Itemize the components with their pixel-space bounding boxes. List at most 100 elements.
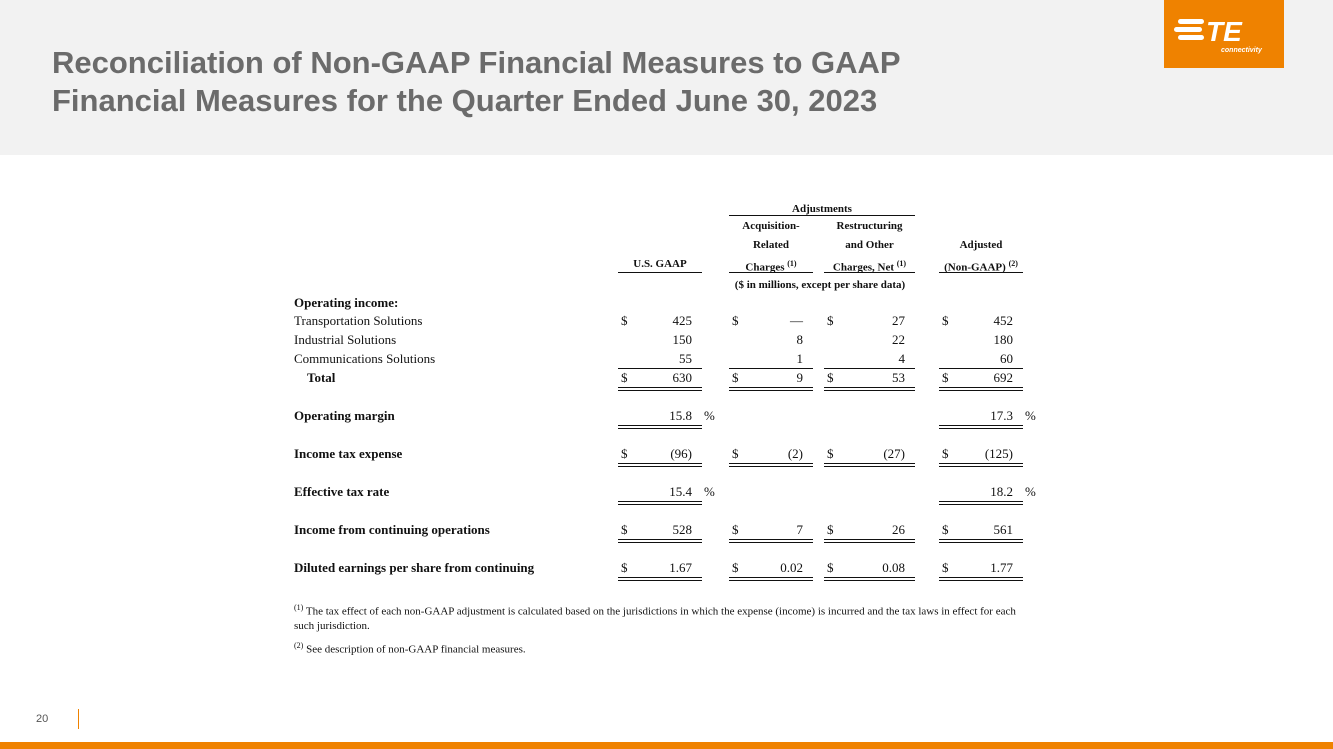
dollar-sign: $ <box>621 522 628 537</box>
column-header-underline <box>729 272 813 273</box>
dollar-sign: $ <box>942 522 949 537</box>
bottom-accent-bar <box>0 742 1333 749</box>
adjustments-underline <box>729 215 915 216</box>
column-header-text: Related <box>752 239 790 251</box>
title-line-2: Financial Measures for the Quarter Ended… <box>52 83 878 118</box>
cell-underline <box>939 463 1023 467</box>
column-header-underline <box>824 272 915 273</box>
dollar-sign: $ <box>732 522 739 537</box>
column-header: Restructuring <box>824 219 915 233</box>
slide-title: Reconciliation of Non-GAAP Financial Mea… <box>52 44 901 120</box>
cell-underline <box>824 539 915 543</box>
cell-underline <box>939 387 1023 391</box>
column-header-text: Charges, Net <box>832 261 895 274</box>
cell-value: 150 <box>672 332 693 347</box>
cell-value: 0.02 <box>780 560 803 575</box>
footnote-ref: (2) <box>1008 259 1018 268</box>
cell-value: 0.08 <box>882 560 905 575</box>
adjustments-header: Adjustments <box>792 203 852 215</box>
footnote-text: See description of non-GAAP financial me… <box>303 643 526 656</box>
column-header: Related <box>729 238 813 252</box>
footnote-ref: (1) <box>896 259 907 268</box>
footnote-1: (1) The tax effect of each non-GAAP adju… <box>294 601 1034 633</box>
percent-sign: % <box>1025 484 1036 499</box>
cell-value: 528 <box>672 522 693 537</box>
dollar-sign: $ <box>621 313 628 328</box>
cell-value: 55 <box>679 351 692 366</box>
cell-underline <box>939 425 1023 429</box>
row-label: Diluted earnings per share from continui… <box>294 560 535 575</box>
column-header-text: Restructuring <box>836 220 903 232</box>
cell-value: 4 <box>898 351 906 366</box>
cell-underline <box>939 501 1023 505</box>
footnote-text: The tax effect of each non-GAAP adjustme… <box>294 605 1016 632</box>
cell-underline <box>618 387 702 391</box>
cell-underline <box>618 577 702 581</box>
dollar-sign: $ <box>827 446 834 461</box>
cell-value: 22 <box>892 332 905 347</box>
dollar-sign: $ <box>827 313 834 328</box>
te-connectivity-logo: TE connectivity <box>1164 0 1284 68</box>
cell-value: 15.4 <box>669 484 692 499</box>
cell-underline <box>824 387 915 391</box>
cell-value: 452 <box>993 313 1014 328</box>
cell-underline <box>729 577 813 581</box>
dollar-sign: $ <box>732 446 739 461</box>
column-header: U.S. GAAP <box>618 257 702 271</box>
cell-value: 1 <box>796 351 804 366</box>
cell-value: — <box>790 313 803 328</box>
footnote-marker: (2) <box>294 641 304 650</box>
cell-underline <box>618 501 702 505</box>
cell-underline <box>824 577 915 581</box>
section-label: Operating income: <box>294 295 399 310</box>
footnote-ref: (1) <box>787 259 797 268</box>
column-header-text: Charges <box>745 261 785 274</box>
row-label: Effective tax rate <box>294 484 390 499</box>
cell-underline <box>729 368 813 369</box>
cell-underline <box>939 368 1023 369</box>
dollar-sign: $ <box>827 522 834 537</box>
cell-value: (27) <box>883 446 905 461</box>
cell-underline <box>618 425 702 429</box>
column-header: (Non-GAAP) (2) <box>939 257 1023 275</box>
dollar-sign: $ <box>942 446 949 461</box>
cell-value: (2) <box>787 446 803 461</box>
cell-value: 7 <box>796 522 804 537</box>
column-header: and Other <box>824 238 915 252</box>
cell-value: 27 <box>892 313 905 328</box>
cell-underline <box>618 463 702 467</box>
row-label: Communications Solutions <box>294 351 436 366</box>
dollar-sign: $ <box>732 313 739 328</box>
cell-value: (125) <box>984 446 1013 461</box>
cell-underline <box>824 368 915 369</box>
percent-sign: % <box>1025 408 1036 423</box>
cell-underline <box>824 463 915 467</box>
dollar-sign: $ <box>621 446 628 461</box>
dollar-sign: $ <box>732 560 739 575</box>
row-label: Transportation Solutions <box>294 313 423 328</box>
column-header: Charges, Net (1) <box>824 257 915 275</box>
cell-value: 1.77 <box>990 560 1013 575</box>
cell-value: 18.2 <box>990 484 1013 499</box>
column-header-text: and Other <box>845 239 894 251</box>
column-header: Adjusted <box>939 238 1023 252</box>
dollar-sign: $ <box>942 313 949 328</box>
dollar-sign: $ <box>732 370 739 385</box>
dollar-sign: $ <box>621 370 628 385</box>
cell-value: 9 <box>796 370 804 385</box>
cell-value: 17.3 <box>990 408 1013 423</box>
footnote-2: (2) See description of non-GAAP financia… <box>294 639 1034 657</box>
column-header: Charges (1) <box>729 257 813 275</box>
cell-underline <box>729 539 813 543</box>
cell-value: 561 <box>993 522 1014 537</box>
title-line-1: Reconciliation of Non-GAAP Financial Mea… <box>52 45 901 80</box>
cell-value: 8 <box>796 332 804 347</box>
dollar-sign: $ <box>942 560 949 575</box>
row-label: Industrial Solutions <box>294 332 397 347</box>
column-header-text: Acquisition- <box>742 220 800 232</box>
cell-underline <box>618 368 702 369</box>
cell-underline <box>729 387 813 391</box>
cell-value: (96) <box>670 446 692 461</box>
column-header-text: (Non-GAAP) <box>944 261 1006 274</box>
cell-value: 180 <box>993 332 1014 347</box>
